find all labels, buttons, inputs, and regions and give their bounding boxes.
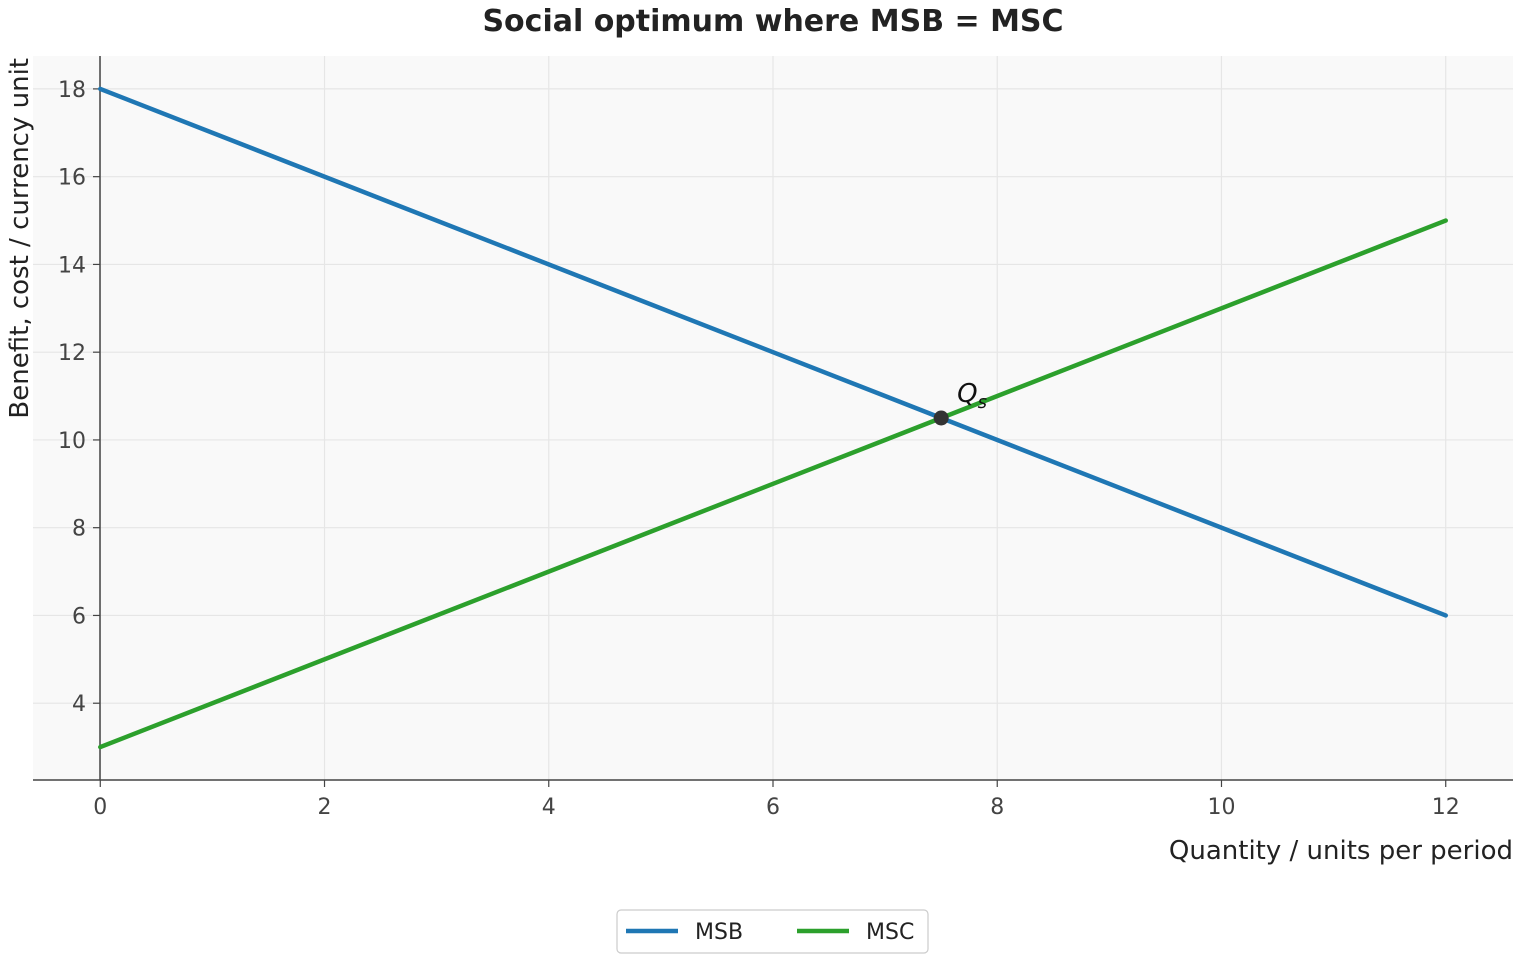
chart-title: Social optimum where MSB = MSC (482, 4, 1063, 39)
legend-label-msc: MSC (866, 920, 914, 945)
optimum-point-marker (933, 410, 949, 426)
x-ticks: 0 2 4 6 8 10 12 (93, 780, 1460, 820)
y-tick-label: 18 (58, 78, 86, 103)
optimum-point-label-main: Q (957, 379, 977, 409)
y-tick-label: 8 (72, 517, 86, 542)
optimum-point-label-subscript: s (978, 392, 987, 413)
y-tick-label: 6 (72, 604, 86, 629)
series-line-msb (98, 86, 1448, 618)
y-tick-label: 14 (58, 253, 86, 278)
x-tick-label: 0 (93, 795, 107, 820)
series-lines (98, 86, 1448, 750)
legend-box (616, 909, 929, 954)
x-tick-label: 6 (766, 795, 780, 820)
legend: MSB MSC (616, 909, 929, 954)
y-axis-label: Benefit, cost / currency unit (5, 58, 35, 419)
y-tick-label: 16 (58, 166, 86, 191)
y-tick-label: 4 (72, 692, 86, 717)
y-tick-label: 10 (58, 429, 86, 454)
x-tick-label: 12 (1432, 795, 1460, 820)
series-line-msc (98, 218, 1448, 750)
y-ticks: 4 6 8 10 12 14 16 18 (58, 78, 100, 717)
x-tick-label: 10 (1207, 795, 1235, 820)
x-axis-label: Quantity / units per period (1169, 836, 1513, 866)
x-tick-label: 4 (542, 795, 556, 820)
x-tick-label: 2 (318, 795, 332, 820)
x-tick-label: 8 (990, 795, 1004, 820)
y-tick-label: 12 (58, 341, 86, 366)
optimum-point-label: Qs (957, 379, 987, 413)
grid (33, 56, 1513, 780)
legend-label-msb: MSB (695, 920, 743, 945)
annotations: Qs (933, 379, 987, 426)
